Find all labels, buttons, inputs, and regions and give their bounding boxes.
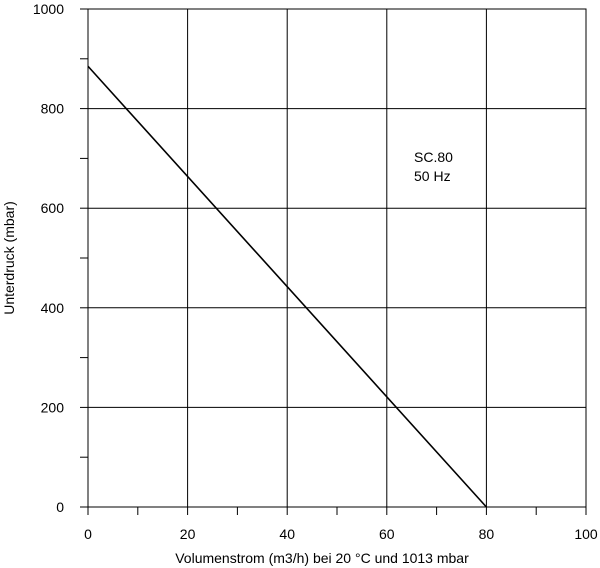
x-tick-label: 80: [479, 526, 495, 542]
x-tick-label: 20: [180, 526, 196, 542]
plot-frame: [87, 8, 587, 508]
y-tick-label: 600: [41, 200, 65, 216]
x-axis-label: Volumenstrom (m3/h) bei 20 °C und 1013 m…: [175, 550, 469, 566]
y-tick-label: 0: [56, 499, 64, 515]
grid-lines: [87, 8, 587, 508]
y-tick-label: 200: [41, 399, 65, 415]
annotation-model: SC.80: [414, 149, 453, 165]
annotation-frequency: 50 Hz: [414, 168, 451, 184]
minor-ticks: [80, 8, 587, 515]
y-tick-label: 1000: [33, 1, 64, 17]
series-layer: [87, 65, 487, 508]
x-tick-label: 100: [574, 526, 598, 542]
y-axis-label: Unterdruck (mbar): [1, 201, 17, 315]
x-tick-label: 40: [279, 526, 295, 542]
y-tick-label: 400: [41, 300, 65, 316]
y-tick-label: 800: [41, 101, 65, 117]
x-tick-label: 0: [84, 526, 92, 542]
x-tick-labels: 0 20 40 60 80 100: [84, 526, 598, 542]
x-tick-label: 60: [379, 526, 395, 542]
y-tick-labels: 0 200 400 600 800 1000: [33, 1, 64, 515]
series-line: [87, 65, 487, 508]
